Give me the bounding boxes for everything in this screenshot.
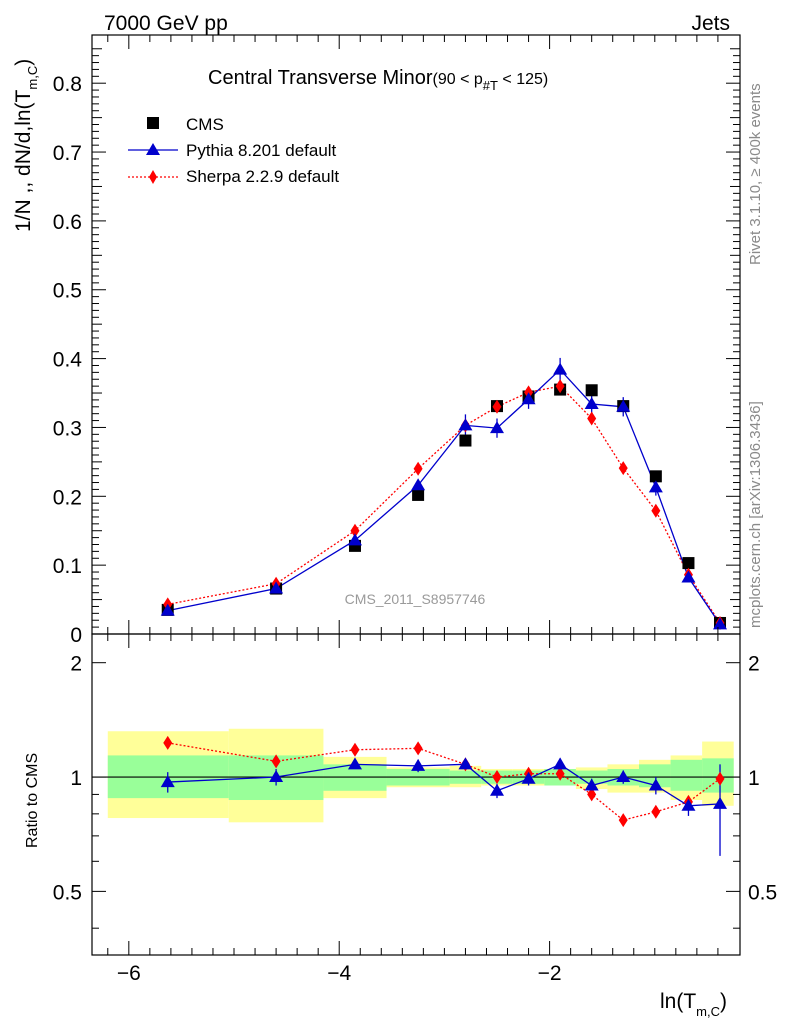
pythia-ratio-point-3 [411, 758, 426, 771]
sherpa-point-2 [350, 523, 360, 538]
pythia-point-12 [713, 617, 728, 630]
ratio-tick-label-left-1: 1 [70, 767, 82, 790]
cms-point-10 [649, 470, 662, 483]
y-tick-label-5: 0.5 [53, 280, 82, 303]
sherpa-ratio-point-1 [271, 754, 281, 769]
pythia-ratio-point-12 [713, 796, 728, 809]
pythia-ratio-point-5 [490, 783, 504, 796]
sherpa-point-7 [555, 379, 565, 394]
jets-label: Jets [691, 12, 730, 35]
y-tick-label-7: 0.7 [53, 142, 82, 165]
legend-label-cms: CMS [186, 115, 224, 134]
pythia-point-10 [648, 480, 663, 493]
y-tick-label-3: 0.3 [53, 417, 82, 440]
stat-band-11 [670, 759, 703, 791]
legend-label-sherpa: Sherpa 2.2.9 default [186, 167, 339, 186]
sherpa-ratio-point-12 [715, 771, 725, 786]
pythia-ratio-point-1 [269, 770, 284, 783]
pythia-point-11 [681, 570, 696, 583]
sherpa-ratio-point-9 [618, 813, 628, 828]
pythia-point-1 [269, 581, 284, 594]
y-tick-label-2: 0.2 [53, 486, 82, 509]
y-axis-label: 1/N ,, dN/d,ln(Tm,C) [12, 59, 40, 232]
sherpa-ratio-point-8 [587, 787, 597, 802]
pythia-ratio-point-2 [347, 757, 362, 770]
legend-marker-sherpa [149, 170, 157, 184]
sherpa-point-9 [618, 461, 628, 476]
pythia-ratio-point-6 [521, 771, 536, 784]
y-tick-label-8: 0.8 [53, 73, 82, 96]
ratio-tick-label-left-0: 0.5 [53, 881, 82, 904]
pythia-point-7 [553, 362, 568, 375]
axes: −6 −4 −2 0 0.1 0.2 0.3 0.4 0.5 0.6 0.7 0.8 0.5 0.5 1 1 2… [53, 34, 777, 985]
ratio-tick-label-left-2: 2 [70, 653, 82, 676]
analysis-watermark: CMS_2011_S8957746 [345, 591, 486, 607]
ratio-tick-label-right-0: 0.5 [748, 881, 777, 904]
pythia-point-6 [521, 392, 536, 405]
y-tick-label-4: 0.4 [53, 349, 83, 372]
sherpa-point-10 [651, 503, 661, 518]
ratio-bands [92, 728, 740, 823]
cms-point-3 [412, 488, 425, 501]
x-axis-label: ln(Tm,C) [660, 990, 727, 1019]
legend-marker-pythia [146, 143, 160, 155]
pythia-point-2 [347, 533, 362, 546]
legend-label-pythia: Pythia 8.201 default [186, 141, 337, 160]
ratio-tick-label-right-2: 2 [748, 653, 760, 676]
pythia-ratio-point-9 [616, 770, 631, 783]
legend: CMS Pythia 8.201 default Sherpa 2.2.9 de… [128, 115, 339, 186]
cms-point-11 [682, 557, 695, 570]
main-panel-marks [160, 357, 728, 630]
pythia-point-0 [160, 603, 175, 616]
pythia-ratio-point-4 [458, 757, 473, 770]
sherpa-line [167, 385, 721, 624]
stat-band-10 [639, 764, 671, 788]
x-tick-label-0: −6 [117, 962, 141, 985]
sherpa-ratio-point-3 [413, 741, 423, 756]
sherpa-ratio-point-7 [555, 766, 565, 781]
y-tick-label-1: 0.1 [53, 555, 82, 578]
y-tick-label-6: 0.6 [53, 211, 82, 234]
ratio-tick-label-right-1: 1 [748, 767, 760, 790]
energy-label: 7000 GeV pp [104, 12, 228, 35]
sherpa-ratio-point-10 [651, 804, 661, 819]
pythia-point-8 [584, 397, 599, 410]
pythia-point-3 [411, 478, 426, 491]
sherpa-ratio-point-0 [163, 735, 173, 750]
cms-point-8 [585, 384, 598, 397]
y-tick-label-0: 0 [70, 624, 82, 647]
legend-marker-cms [147, 117, 159, 129]
sherpa-ratio-point-2 [350, 742, 360, 757]
pythia-ratio-point-10 [648, 778, 663, 791]
rivet-label: Rivet 3.1.10, ≥ 400k events [747, 83, 764, 265]
ratio-y-axis-label: Ratio to CMS [24, 753, 41, 848]
pythia-line [167, 368, 721, 625]
pythia-ratio-point-8 [584, 778, 599, 791]
pythia-point-9 [616, 399, 631, 412]
pythia-ratio-point-0 [160, 775, 175, 788]
x-tick-label-2: −2 [538, 962, 562, 985]
ratio-panel-marks [160, 735, 728, 856]
pythia-point-4 [458, 418, 473, 431]
sherpa-point-5 [492, 399, 502, 414]
mcplots-label: mcplots.cern.ch [arXiv:1306.3436] [747, 401, 764, 628]
sherpa-point-8 [587, 411, 597, 426]
pythia-point-5 [490, 421, 504, 434]
x-tick-label-1: −4 [327, 962, 351, 985]
cms-point-4 [459, 434, 472, 447]
sherpa-ratio-point-5 [492, 770, 502, 785]
chart-title: Central Transverse Minor(90 < p#T < 125) [208, 67, 548, 93]
pythia-ratio-point-11 [681, 798, 696, 811]
sherpa-point-3 [413, 461, 423, 476]
pythia-ratio-point-7 [553, 757, 568, 770]
